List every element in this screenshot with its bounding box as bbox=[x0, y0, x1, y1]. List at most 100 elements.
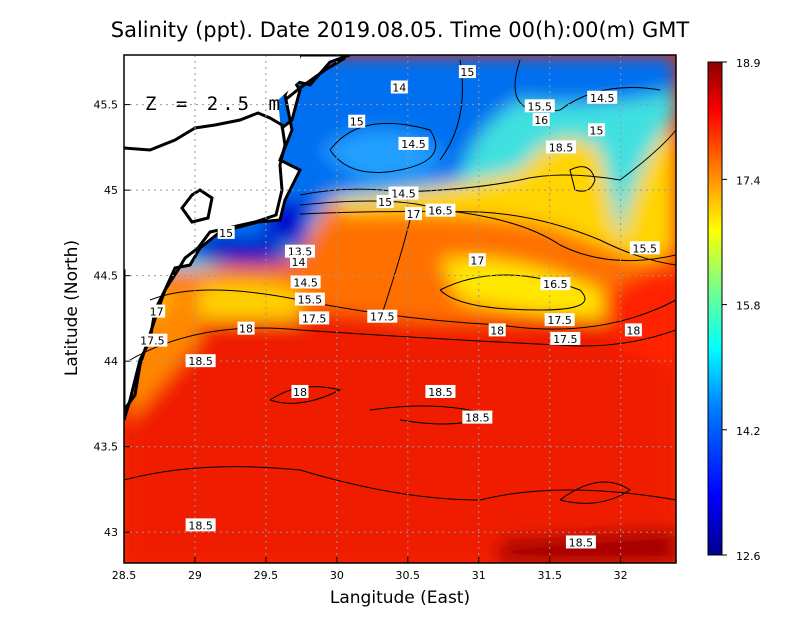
contour-label: 18.5 bbox=[185, 518, 216, 532]
y-tick-label: 44.5 bbox=[94, 270, 119, 283]
contour-label-text: 18.5 bbox=[549, 141, 574, 154]
contour-label: 16.5 bbox=[540, 277, 571, 291]
contour-label-box bbox=[367, 309, 398, 323]
contour-label-text: 16 bbox=[534, 114, 548, 127]
x-ticks: 28.5 29 29.5 30 30.5 31 31.5 32 bbox=[112, 557, 628, 582]
contour-label-box bbox=[544, 313, 575, 327]
contour-label: 14.5 bbox=[388, 186, 419, 201]
contour-label-text: 15 bbox=[590, 124, 604, 137]
contour-label-box bbox=[390, 80, 408, 94]
contour-label: 17 bbox=[404, 207, 422, 221]
contour-label-text: 15 bbox=[460, 66, 474, 79]
contour-label-box bbox=[217, 225, 235, 239]
y-tick-label: 45 bbox=[104, 184, 118, 197]
x-axis-label: Langitude (East) bbox=[329, 588, 471, 608]
contour-label-box bbox=[458, 65, 476, 79]
contour-label-box bbox=[290, 275, 321, 289]
y-tick-label: 43 bbox=[104, 526, 118, 539]
contour-label-text: 15.5 bbox=[633, 242, 658, 255]
contour-label: 16.5 bbox=[425, 203, 456, 218]
contour-label-box bbox=[488, 323, 506, 337]
contour-label-text: 14.5 bbox=[401, 138, 426, 151]
y-ticks: 45.5 45 44.5 44 43.5 43 bbox=[94, 99, 130, 539]
contour-label-box bbox=[524, 99, 555, 113]
y-tick-label: 44 bbox=[104, 355, 118, 368]
contour-label-text: 17 bbox=[406, 208, 420, 221]
x-tick-label: 28.5 bbox=[112, 569, 137, 582]
contour-label-text: 17.5 bbox=[140, 335, 165, 348]
contour-label: 17 bbox=[468, 253, 486, 267]
contour-label-text: 18.5 bbox=[569, 536, 594, 549]
grid bbox=[123, 55, 676, 563]
contour-label-box bbox=[629, 241, 660, 255]
contour-label-box bbox=[299, 311, 330, 325]
contour-label-box bbox=[185, 518, 216, 532]
contour-label-box bbox=[404, 207, 422, 221]
contour-label: 17.5 bbox=[550, 331, 581, 346]
contour-label: 15.5 bbox=[294, 292, 325, 307]
contour-label-box bbox=[587, 90, 618, 104]
contour-label-box bbox=[540, 277, 571, 291]
contour-label: 15 bbox=[376, 195, 394, 209]
contour-label-text: 18.5 bbox=[188, 355, 213, 368]
contour-label-box bbox=[398, 136, 429, 150]
contour-label-text: 18.5 bbox=[428, 386, 453, 399]
contour-label-box bbox=[185, 354, 216, 368]
x-tick-label: 31.5 bbox=[537, 569, 562, 582]
contour-label-text: 14.5 bbox=[590, 92, 615, 105]
contour-label-box bbox=[388, 186, 419, 200]
contour-label-box bbox=[237, 321, 255, 335]
contour-label-text: 17.5 bbox=[302, 312, 327, 325]
contour-label-text: 17 bbox=[470, 254, 484, 267]
contour-label: 18 bbox=[237, 321, 255, 336]
contour-label-text: 14 bbox=[392, 81, 406, 94]
contour-label: 14.5 bbox=[290, 275, 321, 289]
contour-label-text: 18 bbox=[490, 324, 504, 337]
contour-label-text: 17.5 bbox=[553, 333, 578, 346]
contour-label-text: 15 bbox=[350, 116, 364, 129]
contour-label: 17.5 bbox=[544, 313, 575, 327]
contour-label: 15 bbox=[348, 114, 366, 129]
contour-label-text: 14.5 bbox=[391, 188, 416, 201]
contour-label-text: 14.5 bbox=[293, 276, 318, 289]
contour-label-box bbox=[284, 244, 315, 258]
contour-label: 14.5 bbox=[587, 90, 618, 105]
contour-label: 17.5 bbox=[367, 309, 398, 324]
contour-label-text: 18 bbox=[626, 324, 640, 337]
contour-label-text: 16.5 bbox=[428, 205, 453, 218]
contour-label-box bbox=[291, 384, 309, 398]
y-axis-label: Latitude (North) bbox=[62, 239, 82, 377]
contour-label: 15 bbox=[588, 123, 606, 137]
y-tick-label: 43.5 bbox=[94, 441, 119, 454]
contour-label: 14 bbox=[290, 254, 308, 269]
contour-label-box bbox=[588, 123, 606, 137]
contour-label: 18.5 bbox=[425, 384, 456, 399]
contour-label: 18 bbox=[624, 323, 642, 337]
contour-label-text: 14 bbox=[292, 256, 306, 269]
contour-label-box bbox=[348, 114, 366, 128]
contour-label-text: 15.5 bbox=[298, 294, 323, 307]
colorbar-tick-label: 18.9 bbox=[736, 57, 761, 70]
contour-label-box bbox=[425, 203, 456, 217]
x-tick-label: 30 bbox=[330, 569, 344, 582]
contour-label-box bbox=[425, 384, 456, 398]
chart-title: Salinity (ppt). Date 2019.08.05. Time 00… bbox=[110, 18, 690, 42]
land-top bbox=[124, 55, 300, 270]
contour-label-box bbox=[137, 333, 168, 347]
contour-label-box bbox=[624, 323, 642, 337]
contour-label: 18 bbox=[488, 323, 506, 337]
contour-label-box bbox=[550, 331, 581, 345]
colorbar-ticks: 18.9 17.4 15.8 14.2 12.6 bbox=[722, 57, 761, 563]
contour-label-box bbox=[294, 292, 325, 306]
contour-label: 15 bbox=[217, 225, 235, 240]
depth-annotation: Z = 2.5 m bbox=[145, 93, 284, 115]
contour-label: 16 bbox=[532, 112, 550, 127]
x-tick-label: 32 bbox=[614, 569, 628, 582]
contour-label-box bbox=[468, 253, 486, 267]
contour-label: 18.5 bbox=[462, 410, 493, 425]
contour-label-box bbox=[376, 195, 394, 209]
contour-label-text: 17 bbox=[150, 306, 164, 319]
contour-label-text: 18 bbox=[239, 323, 253, 336]
colorbar-tick-label: 15.8 bbox=[736, 300, 761, 313]
